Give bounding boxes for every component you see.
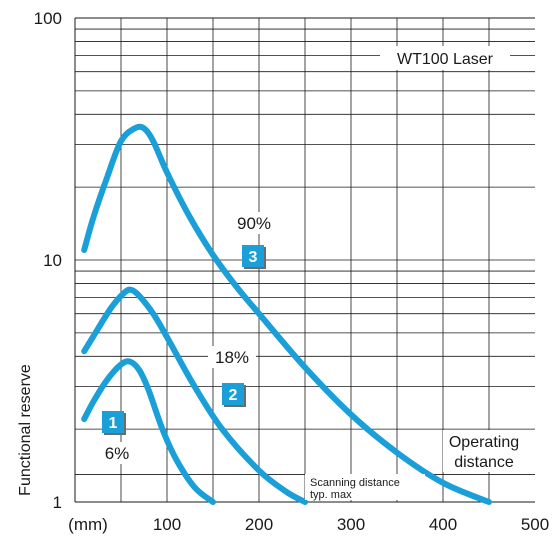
series-2-badge	[222, 383, 244, 405]
curves	[81, 123, 492, 505]
series-1-badge	[102, 411, 124, 433]
series-3-label: 90%	[237, 214, 271, 233]
series-3-badge	[242, 245, 264, 267]
labels: Functional reserve (mm) WT100 Laser Oper…	[17, 9, 549, 534]
operating-distance-label-line2: distance	[454, 454, 514, 471]
x-tick-label: 100	[153, 515, 181, 534]
x-tick-label: 500	[521, 515, 549, 534]
x-tick-label: 300	[337, 515, 365, 534]
operating-distance-background	[443, 430, 525, 472]
legend-background	[380, 46, 510, 70]
series-1-label: 6%	[105, 444, 130, 463]
operating-distance-label-line1: Operating	[449, 434, 519, 451]
series-1-label-background	[93, 442, 141, 464]
scanning-distance-label-line1: Scanning distance	[310, 477, 400, 489]
series-2-label: 18%	[215, 348, 249, 367]
series-2-badge-number: 2	[229, 387, 238, 404]
series-badges: 6% 1 18% 2 90% 3	[93, 212, 278, 464]
scanning-distance-label-line2: typ. max	[310, 489, 352, 501]
series-2-label-background	[208, 346, 256, 368]
scanning-distance-background	[305, 474, 425, 500]
grid	[75, 18, 535, 502]
y-tick-label: 10	[43, 251, 62, 270]
x-axis-unit: (mm)	[68, 515, 108, 534]
series-2-curve	[81, 286, 308, 505]
legend-label: WT100 Laser	[397, 51, 494, 68]
y-axis-title: Functional reserve	[17, 364, 34, 496]
series-3-curve	[81, 123, 492, 505]
series-3-badge-number: 3	[249, 249, 258, 266]
series-3-label-background	[230, 212, 278, 234]
x-tick-label: 400	[429, 515, 457, 534]
y-tick-label: 100	[34, 9, 62, 28]
series-1-badge-number: 1	[109, 415, 118, 432]
series-1-curve	[81, 358, 216, 505]
y-tick-label: 1	[53, 493, 62, 512]
x-tick-label: 200	[245, 515, 273, 534]
